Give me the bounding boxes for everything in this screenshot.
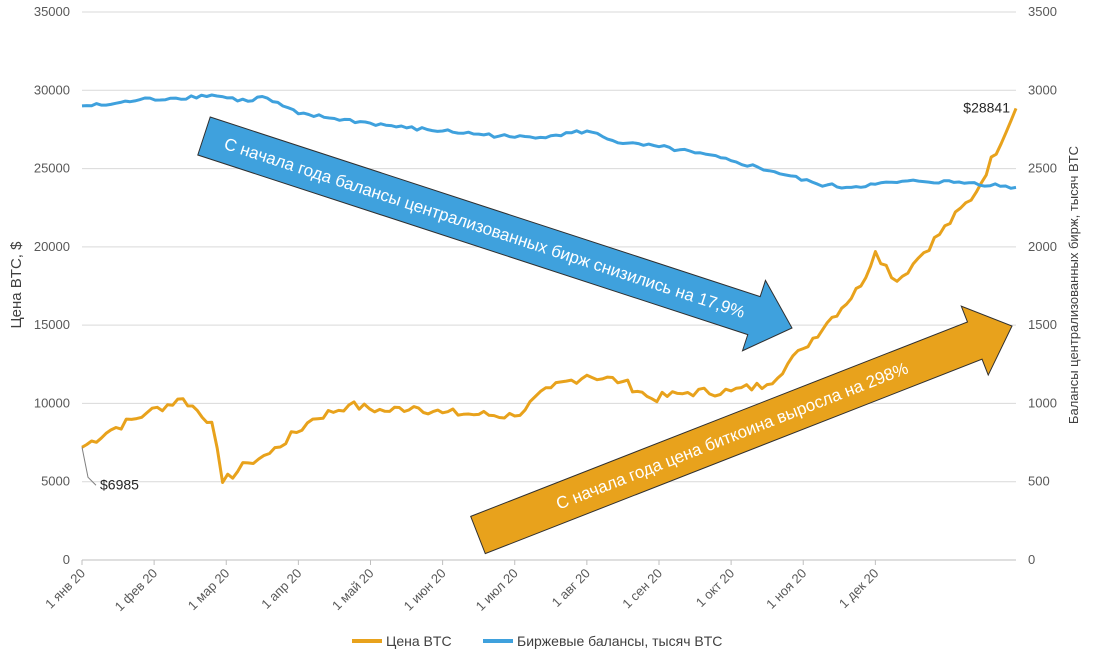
x-tick-label: 1 сен 20 [619, 566, 665, 612]
y-tick-right: 2500 [1028, 161, 1057, 176]
y-tick-left: 35000 [34, 4, 70, 19]
x-tick-label: 1 фев 20 [112, 566, 161, 615]
x-tick-label: 1 мар 20 [185, 566, 233, 614]
y-tick-right: 3500 [1028, 4, 1057, 19]
arrow-price-text: С начала года цена биткоина выросла на 2… [553, 359, 910, 514]
y-tick-right: 2000 [1028, 239, 1057, 254]
arrow-balance-shape [197, 116, 793, 352]
data-label-end: $28841 [963, 99, 1010, 115]
x-tick-label: 1 июл 20 [473, 566, 521, 614]
y-axis-left: 0 5000 10000 15000 20000 25000 30000 35000 [34, 4, 70, 567]
legend: Цена BTC Биржевые балансы, тысяч BTC [352, 633, 722, 649]
x-axis: 1 янв 20 1 фев 20 1 мар 20 1 апр 20 1 май 20… [42, 559, 1016, 615]
annotation-arrows: С начала года балансы централизованных б… [197, 116, 1013, 555]
y-tick-right: 0 [1028, 552, 1035, 567]
x-tick-label: 1 май 20 [329, 566, 377, 614]
x-tick-label: 1 июн 20 [401, 566, 449, 614]
y-tick-left: 20000 [34, 239, 70, 254]
y-tick-left: 15000 [34, 317, 70, 332]
x-tick-label: 1 янв 20 [42, 566, 88, 612]
y-tick-right: 1000 [1028, 395, 1057, 410]
y-tick-left: 10000 [34, 395, 70, 410]
x-tick-label: 1 дек 20 [836, 566, 882, 612]
x-tick-label: 1 авг 20 [549, 566, 593, 610]
x-tick-label: 1 окт 20 [693, 566, 738, 611]
x-tick-label: 1 апр 20 [258, 566, 304, 612]
y-tick-right: 1500 [1028, 317, 1057, 332]
arrow-balance: С начала года балансы централизованных б… [197, 116, 793, 352]
series-line-price [81, 107, 1018, 484]
y-tick-right: 500 [1028, 474, 1050, 489]
y-tick-left: 30000 [34, 82, 70, 97]
y-axis-right-title: Балансы централизованных бирж, тысяч BTC [1066, 146, 1081, 424]
x-tick-label: 1 ноя 20 [763, 566, 809, 612]
data-labels: $6985 $28841 [81, 99, 1010, 492]
data-label-start: $6985 [100, 476, 139, 492]
arrow-balance-text: С начала года балансы централизованных б… [222, 134, 748, 322]
legend-label-price: Цена BTC [386, 633, 452, 649]
series-lines [81, 93, 1018, 484]
legend-label-balance: Биржевые балансы, тысяч BTC [517, 633, 722, 649]
y-axis-left-title: Цена BTC, $ [8, 241, 25, 329]
y-axis-right: 0 500 1000 1500 2000 2500 3000 3500 [1028, 4, 1057, 567]
arrow-price-shape [470, 305, 1013, 555]
y-tick-left: 25000 [34, 161, 70, 176]
y-tick-right: 3000 [1028, 82, 1057, 97]
y-tick-left: 5000 [41, 474, 70, 489]
y-tick-left: 0 [63, 552, 70, 567]
series-line-balance [81, 93, 1017, 190]
label-leader-line [81, 447, 97, 486]
